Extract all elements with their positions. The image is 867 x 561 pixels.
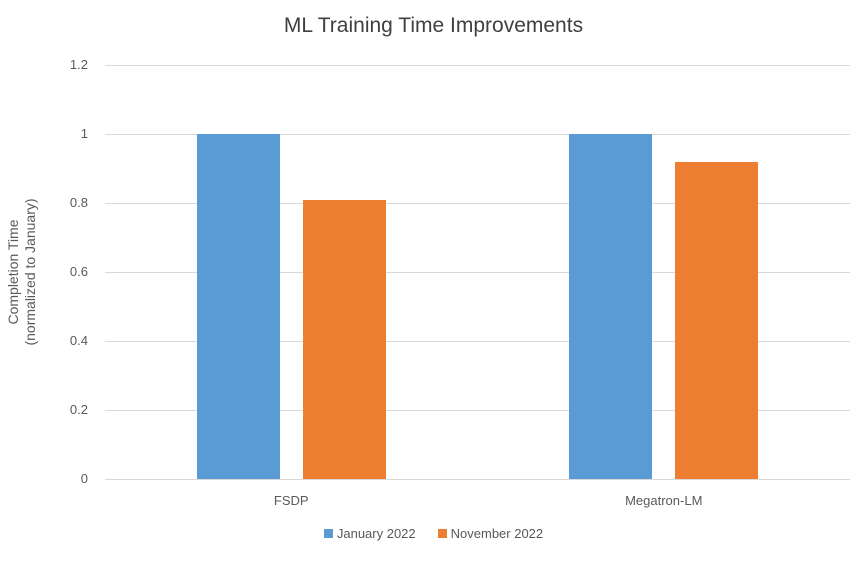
y-tick-label: 0 (80, 471, 88, 486)
y-axis-label: Completion Time (normalized to January) (5, 198, 39, 345)
bar-megatron-lm-january-2022 (569, 134, 653, 479)
legend-item-january: January 2022 (323, 526, 416, 541)
gridline (105, 479, 850, 480)
bar-fsdp-november-2022 (302, 199, 386, 479)
gridline (105, 272, 850, 273)
gridline (105, 134, 850, 135)
x-tick-label: Megatron-LM (625, 493, 703, 508)
bar-megatron-lm-november-2022 (675, 161, 759, 479)
y-tick-label: 1.2 (69, 57, 88, 72)
legend-label-january: January 2022 (336, 526, 416, 541)
gridline (105, 341, 850, 342)
chart-title: ML Training Time Improvements (283, 14, 584, 37)
legend-swatch-january (323, 529, 333, 538)
y-tick-label: 0.6 (69, 264, 88, 279)
y-tick-label: 0.8 (69, 195, 88, 210)
x-tick-label: FSDP (273, 493, 309, 508)
legend-swatch-november (437, 529, 447, 538)
y-tick-label: 1 (80, 126, 88, 141)
legend: January 2022 November 2022 (0, 526, 867, 541)
y-tick-label: 0.2 (69, 402, 88, 417)
y-axis-label-line-2: (normalized to January) (22, 198, 38, 346)
plot-area (105, 65, 850, 480)
gridline (105, 65, 850, 66)
legend-item-november: November 2022 (437, 526, 544, 541)
bar-fsdp-january-2022 (196, 134, 280, 479)
y-tick-label: 0.4 (69, 333, 88, 348)
gridline (105, 410, 850, 411)
legend-label-november: November 2022 (450, 526, 544, 541)
y-axis-label-line-1: Completion Time (5, 219, 21, 325)
gridline (105, 203, 850, 204)
